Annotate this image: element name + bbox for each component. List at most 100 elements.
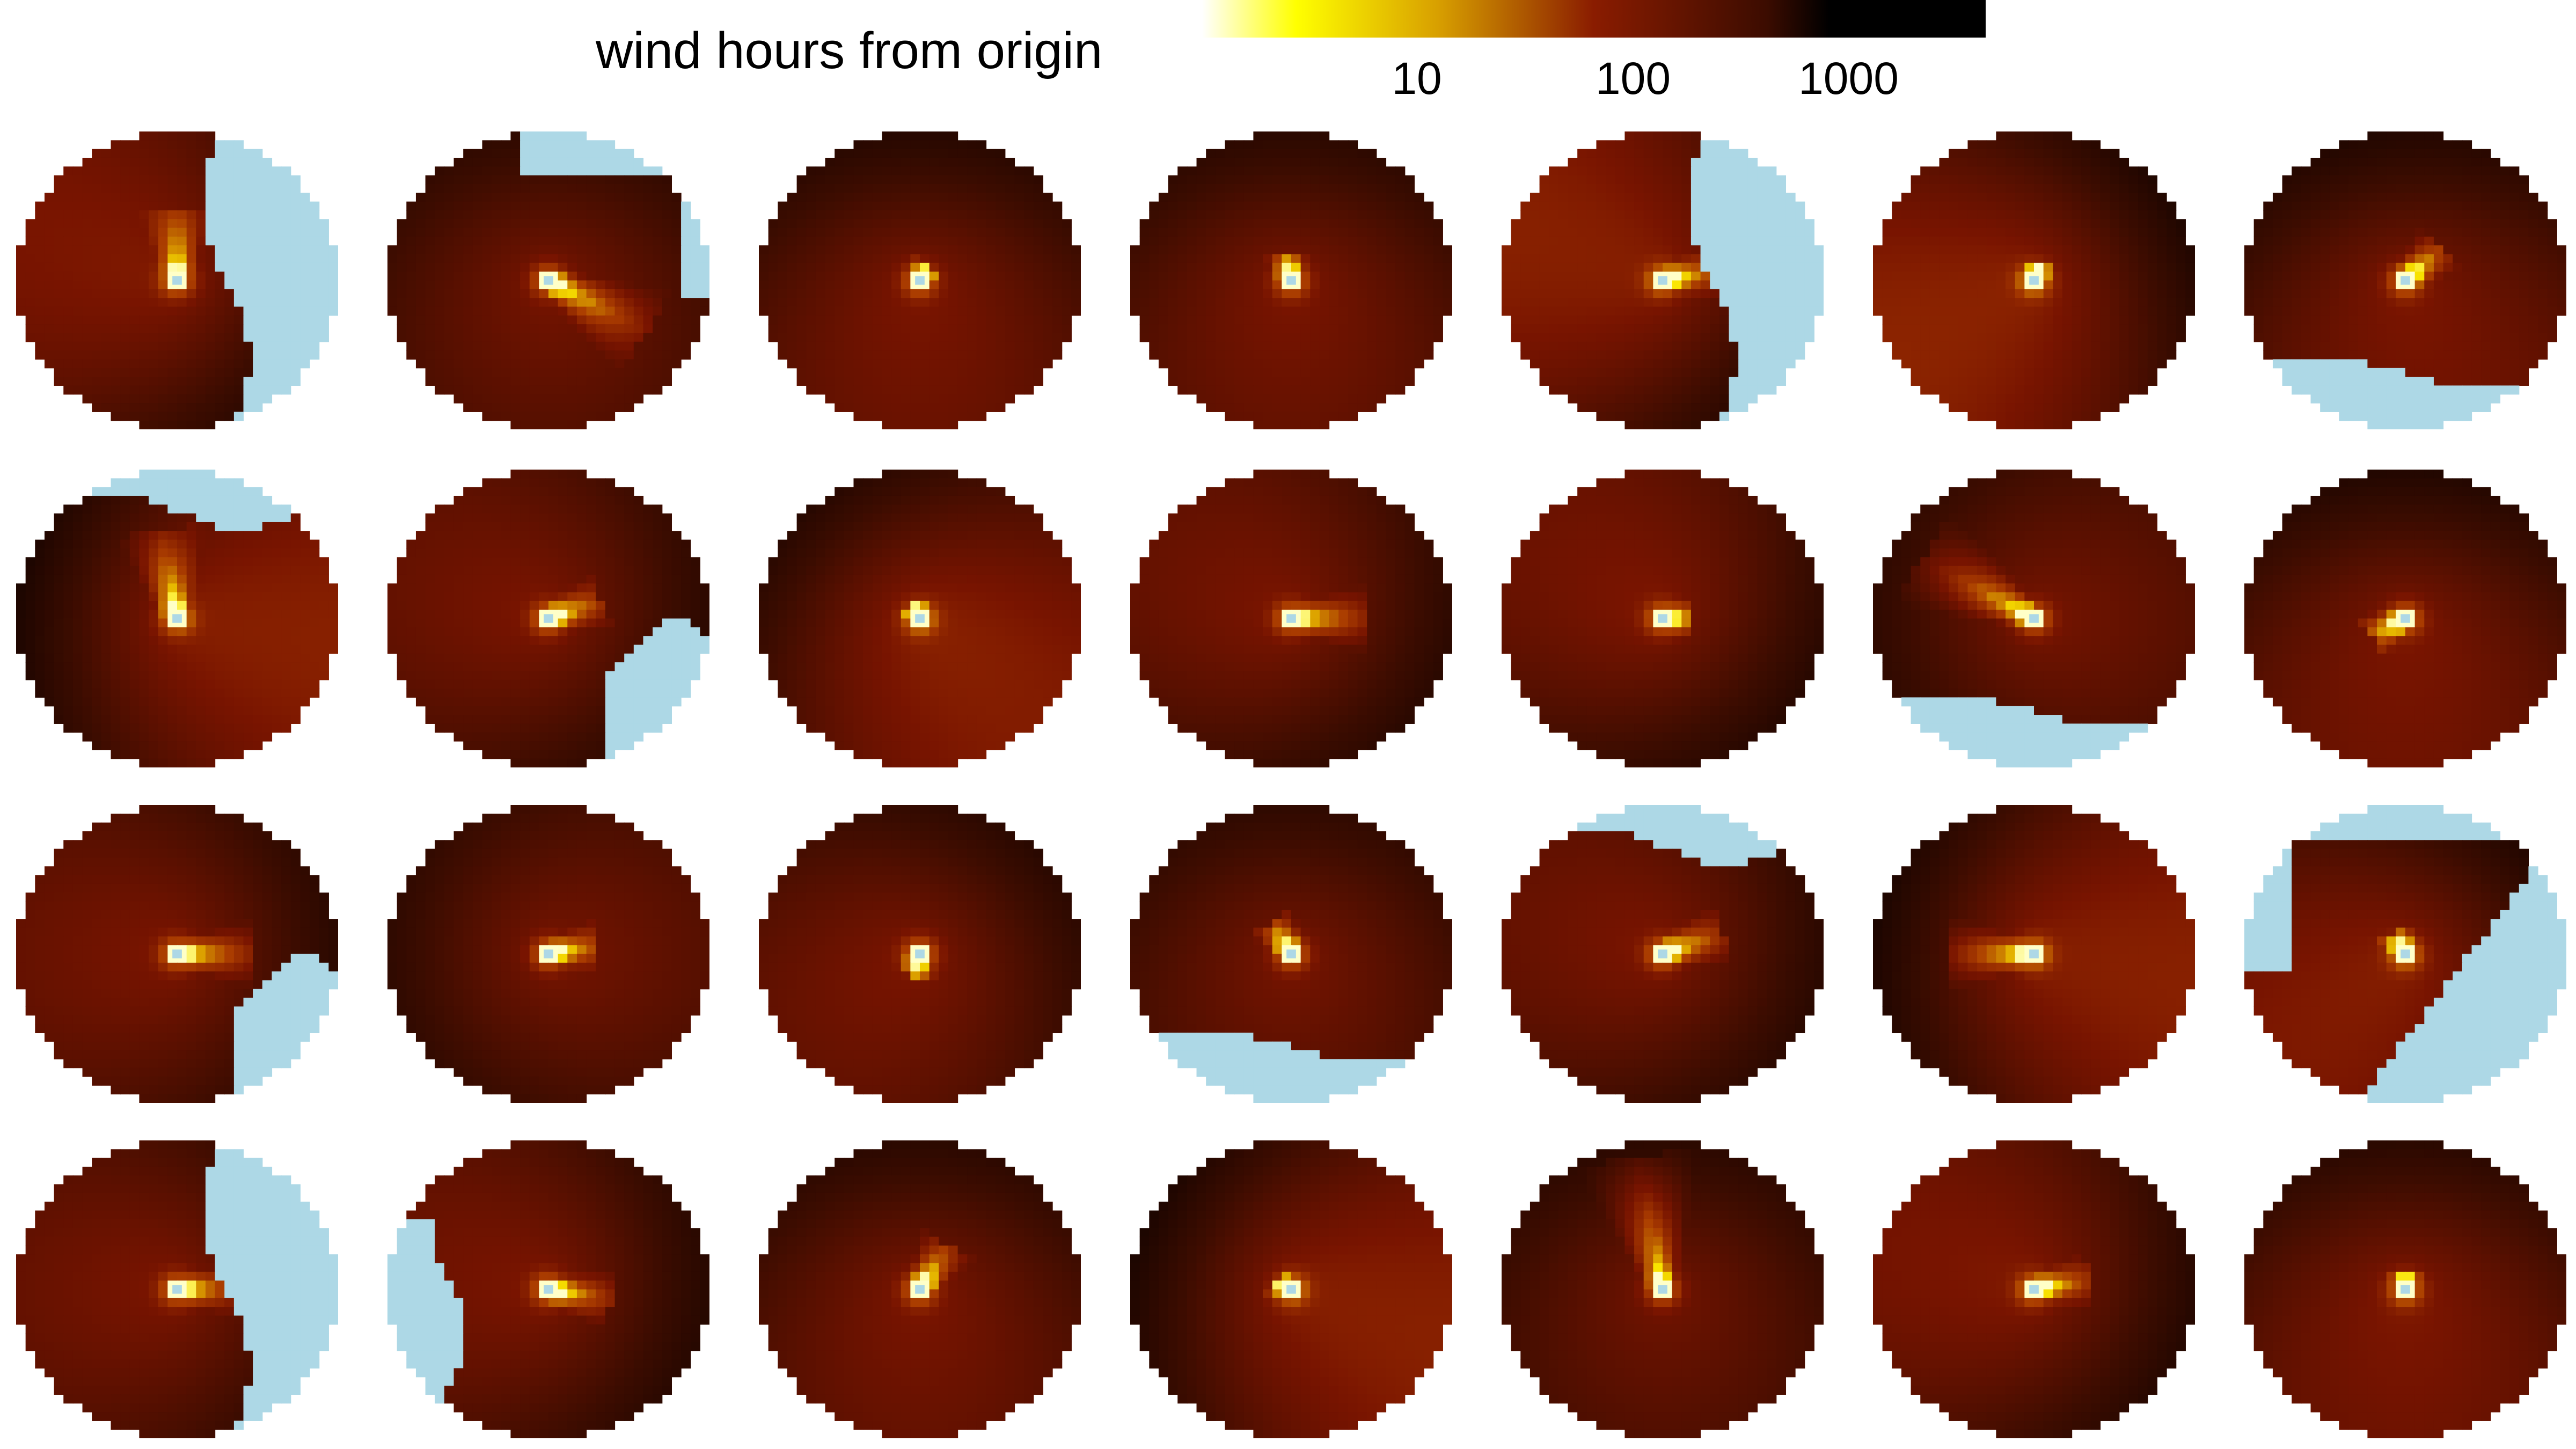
heatmap-cells xyxy=(1130,470,1452,767)
map-panel-heatmap xyxy=(387,131,709,429)
map-panel-heatmap xyxy=(1873,131,2195,429)
map-panel xyxy=(1502,805,1824,1103)
heatmap-cells xyxy=(759,1140,1081,1438)
map-panel-heatmap xyxy=(2244,1140,2566,1438)
heatmap-cells xyxy=(2244,470,2566,767)
origin-marker xyxy=(544,276,553,285)
map-panel xyxy=(1130,1140,1452,1438)
origin-marker xyxy=(2401,276,2410,285)
heatmap-cells xyxy=(1130,131,1452,429)
map-panel xyxy=(1130,470,1452,767)
origin-marker xyxy=(544,1285,553,1294)
map-panel-heatmap xyxy=(2244,470,2566,767)
map-panel xyxy=(16,470,338,767)
colorbar-tick-label: 10 xyxy=(1392,53,1441,105)
heatmap-cells xyxy=(759,131,1081,429)
origin-marker xyxy=(1286,1285,1296,1294)
map-panel xyxy=(759,1140,1081,1438)
map-panel xyxy=(2244,131,2566,429)
colorbar xyxy=(1202,0,1986,38)
origin-marker xyxy=(2401,1285,2410,1294)
heatmap-cells xyxy=(387,1140,709,1438)
map-panel xyxy=(16,131,338,429)
map-panel-heatmap xyxy=(759,805,1081,1103)
origin-marker xyxy=(1658,276,1667,285)
map-panel-heatmap xyxy=(16,131,338,429)
heatmap-cells xyxy=(1873,1140,2195,1438)
origin-marker xyxy=(172,1285,182,1294)
map-panel-heatmap xyxy=(1502,805,1824,1103)
map-panel xyxy=(387,1140,709,1438)
heatmap-cells xyxy=(1502,131,1824,429)
map-panel-heatmap xyxy=(16,470,338,767)
origin-marker xyxy=(172,276,182,285)
origin-marker xyxy=(915,949,925,958)
map-panel-heatmap xyxy=(387,1140,709,1438)
colorbar-gradient xyxy=(1202,0,1986,38)
map-panel xyxy=(1873,131,2195,429)
map-panel xyxy=(387,470,709,767)
heatmap-cells xyxy=(387,470,709,767)
map-panel-heatmap xyxy=(1130,470,1452,767)
heatmap-cells xyxy=(387,805,709,1103)
map-panel-heatmap xyxy=(759,131,1081,429)
origin-marker xyxy=(915,1285,925,1294)
heatmap-cells xyxy=(2244,131,2566,429)
map-panel-heatmap xyxy=(759,470,1081,767)
chart-title: wind hours from origin xyxy=(596,21,1102,80)
map-panel-heatmap xyxy=(16,805,338,1103)
map-panel-heatmap xyxy=(1130,131,1452,429)
colorbar-tick-label: 100 xyxy=(1596,53,1671,105)
heatmap-cells xyxy=(1873,470,2195,767)
map-panel xyxy=(2244,470,2566,767)
map-panel xyxy=(759,805,1081,1103)
origin-marker xyxy=(2029,276,2039,285)
heatmap-cells xyxy=(1873,131,2195,429)
map-panel-heatmap xyxy=(387,805,709,1103)
map-panel-heatmap xyxy=(387,470,709,767)
heatmap-cells xyxy=(2244,1140,2566,1438)
map-panel xyxy=(1130,805,1452,1103)
map-panel xyxy=(16,1140,338,1438)
map-panel-heatmap xyxy=(1873,470,2195,767)
map-panel-heatmap xyxy=(1130,805,1452,1103)
map-panel xyxy=(1502,1140,1824,1438)
origin-marker xyxy=(1286,614,1296,623)
origin-marker xyxy=(2029,949,2039,958)
heatmap-cells xyxy=(16,131,338,429)
map-panel-heatmap xyxy=(1873,805,2195,1103)
map-panel-heatmap xyxy=(1873,1140,2195,1438)
map-panel xyxy=(387,805,709,1103)
origin-marker xyxy=(1658,949,1667,958)
map-panel-heatmap xyxy=(1502,470,1824,767)
origin-marker xyxy=(544,614,553,623)
heatmap-cells xyxy=(16,470,338,767)
heatmap-cells xyxy=(1130,805,1452,1103)
map-panel xyxy=(2244,805,2566,1103)
map-panel-heatmap xyxy=(2244,131,2566,429)
origin-marker xyxy=(915,614,925,623)
origin-marker xyxy=(1286,276,1296,285)
map-panel-heatmap xyxy=(2244,805,2566,1103)
origin-marker xyxy=(2029,614,2039,623)
map-panel xyxy=(1502,131,1824,429)
heatmap-cells xyxy=(1502,470,1824,767)
map-panel xyxy=(1502,470,1824,767)
map-panel xyxy=(1873,805,2195,1103)
origin-marker xyxy=(172,949,182,958)
heatmap-cells xyxy=(759,805,1081,1103)
map-panel xyxy=(759,470,1081,767)
origin-marker xyxy=(2401,949,2410,958)
origin-marker xyxy=(2401,614,2410,623)
map-panel xyxy=(1873,470,2195,767)
map-panel-heatmap xyxy=(1502,1140,1824,1438)
origin-marker xyxy=(172,614,182,623)
origin-marker xyxy=(544,949,553,958)
map-panel xyxy=(2244,1140,2566,1438)
map-panel xyxy=(1130,131,1452,429)
heatmap-cells xyxy=(1502,1140,1824,1438)
heatmap-cells xyxy=(1873,805,2195,1103)
heatmap-cells xyxy=(387,131,709,429)
map-panel xyxy=(16,805,338,1103)
